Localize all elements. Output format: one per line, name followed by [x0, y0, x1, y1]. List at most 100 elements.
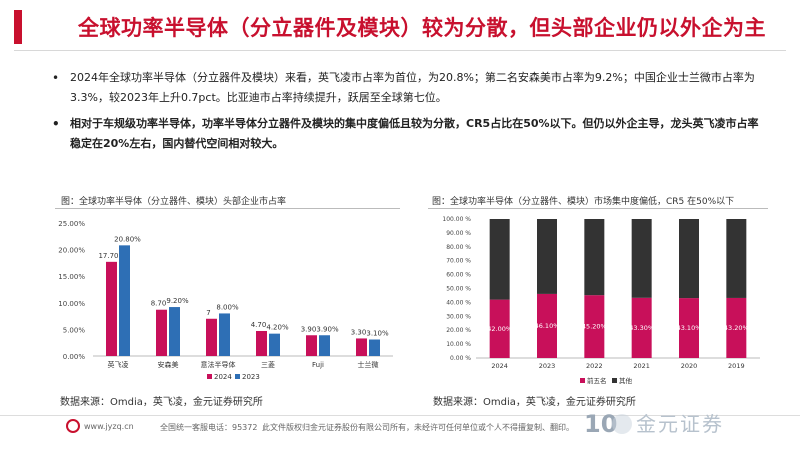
- bar-segment: [537, 293, 557, 358]
- bar-segment: [489, 299, 510, 358]
- data-label: 46.10%: [535, 322, 560, 330]
- bar-segment: [584, 295, 605, 358]
- x-tick-label: 意法半导体: [201, 360, 236, 369]
- x-tick-label: 士兰微: [358, 360, 379, 369]
- bullet-item: • 2024年全球功率半导体（分立器件及模块）来看，英飞凌市占率为首位，为20.…: [52, 68, 767, 108]
- bar-segment: [726, 219, 747, 298]
- right-chart-source: 数据来源：Omdia，英飞凌，金元证券研究所: [433, 397, 636, 408]
- data-label: 9.20%: [166, 297, 189, 305]
- bar: [156, 309, 167, 356]
- y-tick-label: 0.00%: [63, 353, 86, 361]
- right-chart-title: 图：全球功率半导体（分立器件、模块）市场集中度偏低，CR5 在50%以下: [432, 197, 735, 207]
- data-label: 45.20%: [582, 323, 607, 331]
- x-tick-label: 2024: [491, 362, 508, 370]
- data-label: 20.80%: [114, 235, 141, 243]
- x-tick-label: 三菱: [261, 360, 275, 369]
- x-tick-label: 2021: [633, 362, 650, 370]
- bar: [319, 335, 330, 356]
- bar-segment: [679, 298, 699, 358]
- bar-segment: [489, 219, 510, 300]
- brand-watermark: 金元证券: [636, 412, 724, 436]
- bullet-dot-icon: •: [52, 117, 60, 131]
- x-tick-label: Fuji: [312, 361, 324, 369]
- legend-label: 2023: [242, 373, 260, 381]
- data-label: 43.30%: [629, 324, 654, 332]
- bar: [356, 338, 367, 356]
- bullet-dot-icon: •: [52, 71, 60, 85]
- data-label: 3.90%: [316, 325, 339, 333]
- data-label: 3.30: [351, 328, 367, 336]
- x-tick-label: 安森美: [158, 360, 179, 369]
- y-tick-label: 25.00%: [58, 220, 85, 228]
- y-tick-label: 80.00 %: [446, 244, 471, 251]
- legend-label: 2024: [214, 373, 232, 381]
- data-label: 43.20%: [724, 324, 749, 332]
- y-tick-label: 10.00 %: [446, 341, 471, 348]
- data-label: 8.00%: [216, 303, 239, 311]
- title-divider: [14, 50, 786, 51]
- bar-segment: [679, 219, 699, 299]
- data-label: 3.90: [301, 325, 317, 333]
- title-accent: [14, 10, 22, 44]
- bullet-text: 相对于车规级功率半导体，功率半导体分立器件及模块的集中度偏低且较为分散，CR5占…: [70, 117, 759, 150]
- data-label: 8.70: [151, 300, 167, 308]
- x-tick-label: 英飞凌: [108, 360, 129, 369]
- y-tick-label: 50.00 %: [446, 286, 471, 293]
- left-chart-title: 图：全球功率半导体（分立器件、模块）头部企业市占率: [61, 197, 287, 207]
- footer-hotline: 全国统一客服电话：95372: [160, 423, 258, 432]
- legend-label: 前五名: [587, 376, 607, 385]
- bar-segment: [631, 219, 652, 298]
- x-tick-label: 2019: [728, 362, 745, 370]
- title-bar: 全球功率半导体（分立器件及模块）较为分散，但头部企业仍以外企为主: [0, 0, 800, 54]
- y-tick-label: 90.00 %: [446, 230, 471, 237]
- data-label: 4.70: [251, 321, 267, 329]
- legend-swatch: [235, 374, 240, 379]
- bullet-item: • 相对于车规级功率半导体，功率半导体分立器件及模块的集中度偏低且较为分散，CR…: [52, 114, 767, 154]
- footer-disclaimer: 此文件版权归金元证券股份有限公司所有，未经许可任何单位或个人不得擅复制、翻印。: [262, 423, 574, 432]
- right-chart-panel: 图：全球功率半导体（分立器件、模块）市场集中度偏低，CR5 在50%以下 0.0…: [428, 190, 768, 390]
- bar: [269, 333, 280, 356]
- bar-segment: [631, 297, 652, 358]
- data-label: 3.10%: [366, 330, 389, 338]
- data-label: 7: [206, 309, 210, 317]
- x-tick-label: 2023: [539, 362, 556, 370]
- bar: [106, 261, 117, 356]
- data-label: 43.10%: [677, 324, 702, 332]
- bar: [219, 313, 230, 356]
- page-title: 全球功率半导体（分立器件及模块）较为分散，但头部企业仍以外企为主: [78, 16, 766, 40]
- brand-logo-icon: [612, 414, 632, 434]
- y-tick-label: 20.00%: [58, 247, 85, 255]
- bar: [306, 335, 317, 356]
- y-tick-label: 100.00 %: [442, 216, 471, 223]
- legend-label: 其他: [619, 376, 633, 385]
- y-tick-label: 30.00 %: [446, 313, 471, 320]
- y-tick-label: 60.00 %: [446, 272, 471, 279]
- left-chart-source: 数据来源：Omdia，英飞凌，金元证券研究所: [60, 397, 263, 408]
- bar: [119, 245, 130, 356]
- bar: [206, 318, 217, 356]
- y-tick-label: 10.00%: [58, 300, 85, 308]
- y-tick-label: 0.00 %: [450, 355, 471, 362]
- footer-divider: [0, 415, 800, 416]
- bar-segment: [726, 297, 747, 358]
- footer-website[interactable]: www.jyzq.cn: [84, 422, 134, 431]
- left-chart-title-rule: [55, 208, 400, 209]
- legend-swatch: [580, 378, 585, 383]
- legend-swatch: [612, 378, 617, 383]
- right-chart: 0.00 % 10.00 % 20.00 % 30.00 % 40.00 % 50.00 …: [442, 216, 760, 385]
- data-label: 17.70: [98, 252, 118, 260]
- bar: [169, 307, 180, 356]
- bullet-list: • 2024年全球功率半导体（分立器件及模块）来看，英飞凌市占率为首位，为20.…: [52, 68, 767, 160]
- y-tick-label: 70.00 %: [446, 258, 471, 265]
- data-label: 42.00%: [487, 325, 512, 333]
- bullet-text: 2024年全球功率半导体（分立器件及模块）来看，英飞凌市占率为首位，为20.8%…: [70, 71, 755, 104]
- page-number: 10: [584, 410, 618, 438]
- x-tick-label: 2022: [586, 362, 603, 370]
- left-chart: 0.00% 5.00% 10.00% 15.00% 20.00% 25.00% 17.70 2…: [58, 220, 393, 381]
- data-label: 4.20%: [266, 324, 289, 332]
- bar: [256, 330, 267, 356]
- right-chart-title-rule: [428, 208, 768, 209]
- website-globe-icon: [66, 419, 80, 433]
- legend-swatch: [207, 374, 212, 379]
- x-tick-label: 2020: [681, 362, 698, 370]
